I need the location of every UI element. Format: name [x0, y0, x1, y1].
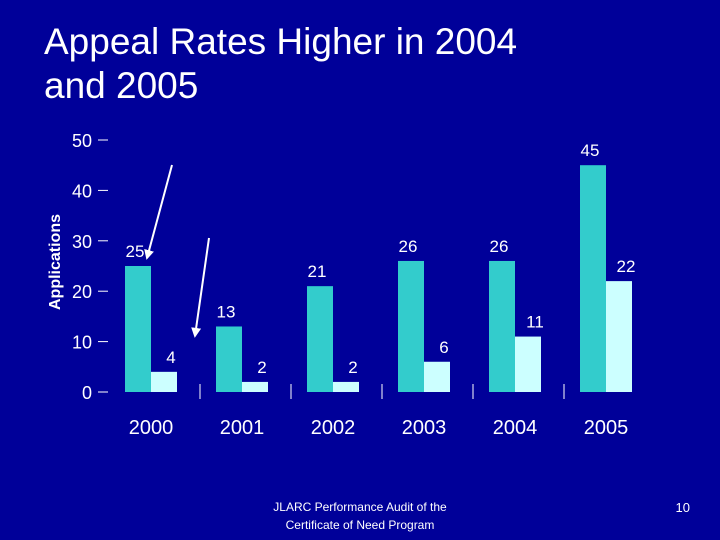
y-axis-label: Applications — [47, 214, 64, 310]
y-tick-label-0: 0 — [82, 383, 92, 403]
bar-2005-series-2 — [606, 281, 632, 392]
value-label-2002-series-1: 21 — [308, 262, 327, 281]
x-tick-label-2000: 2000 — [129, 417, 174, 439]
value-label-2001-series-2: 2 — [257, 358, 266, 377]
y-tick-label-20: 20 — [72, 282, 92, 302]
slide-title-line-2: and 2005 — [44, 65, 199, 106]
y-tick-label-30: 30 — [72, 232, 92, 252]
value-label-2003-series-2: 6 — [439, 338, 448, 357]
y-tick-label-10: 10 — [72, 333, 92, 353]
page-number: 10 — [675, 500, 690, 515]
footer-note: JLARC Performance Audit of the Certifica… — [225, 498, 495, 534]
bar-2005-series-1 — [580, 165, 606, 392]
value-label-2003-series-1: 26 — [399, 237, 418, 256]
value-label-2005-series-1: 45 — [581, 141, 600, 160]
slide-title: Appeal Rates Higher in 2004 and 2005 — [44, 20, 664, 108]
bar-2004-series-2 — [515, 336, 541, 392]
y-tick-label-50: 50 — [72, 131, 92, 151]
bar-2003-series-2 — [424, 361, 450, 392]
value-label-2001-series-1: 13 — [217, 302, 236, 321]
bar-2001-series-2 — [242, 381, 268, 392]
x-tick-label-2004: 2004 — [493, 417, 538, 439]
bar-2001-series-1 — [216, 326, 242, 392]
value-label-2005-series-2: 22 — [617, 257, 636, 276]
footer-line-2: Certificate of Need Program — [285, 518, 435, 532]
y-tick-label-40: 40 — [72, 181, 92, 201]
x-tick-label-2001: 2001 — [220, 417, 265, 439]
bar-2004-series-1 — [489, 260, 515, 392]
x-tick-label-2005: 2005 — [584, 417, 629, 439]
bar-2000-series-2 — [151, 371, 177, 392]
value-label-2004-series-2: 11 — [526, 313, 544, 332]
bar-2002-series-1 — [307, 286, 333, 392]
value-label-2000-series-1: 25 — [126, 242, 145, 261]
value-label-2002-series-2: 2 — [348, 358, 357, 377]
footer-line-1: JLARC Performance Audit of the — [273, 500, 447, 514]
annotation-arrow-1 — [144, 164, 173, 260]
slide-title-line-1: Appeal Rates Higher in 2004 — [44, 21, 518, 62]
x-tick-label-2003: 2003 — [402, 417, 447, 439]
bar-2002-series-2 — [333, 381, 359, 392]
bar-2003-series-1 — [398, 260, 424, 392]
value-label-2000-series-2: 4 — [166, 348, 175, 367]
bar-2000-series-1 — [125, 266, 151, 392]
value-label-2004-series-1: 26 — [490, 237, 509, 256]
annotation-arrow-2 — [191, 237, 210, 338]
x-tick-label-2002: 2002 — [311, 417, 356, 439]
